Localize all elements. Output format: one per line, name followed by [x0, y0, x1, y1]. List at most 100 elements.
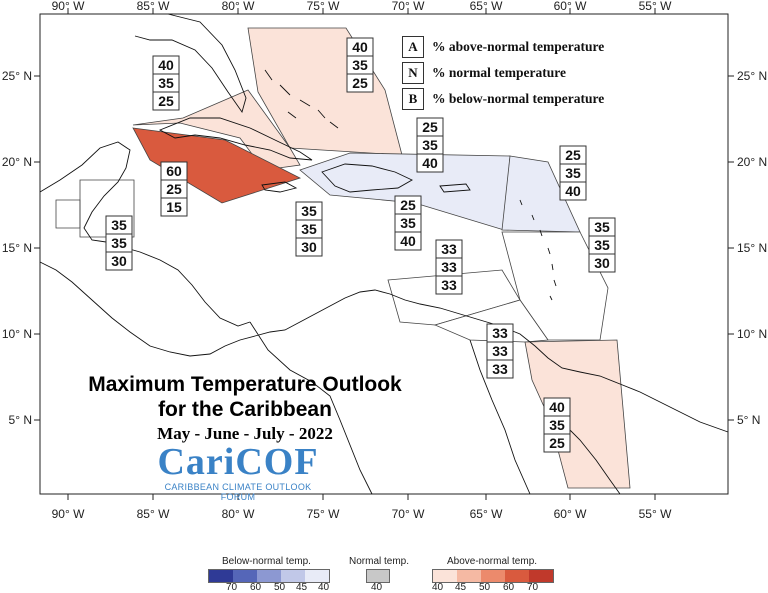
above-value: 35 — [301, 203, 317, 219]
lat-labels-right: 25° N 20° N 15° N 10° N 5° N — [737, 69, 767, 427]
legend-cell — [457, 570, 481, 582]
above-value: 40 — [158, 57, 174, 73]
normal-value: 33 — [492, 343, 508, 359]
legend-value: 40 — [432, 582, 444, 593]
forecast-box-greater-antilles-south: 25 35 40 — [394, 195, 422, 251]
above-value: 40 — [549, 399, 565, 415]
title-line-1: Maximum Temperature Outlook — [88, 373, 402, 396]
title-dates: May - June - July - 2022 — [157, 424, 333, 443]
forecast-box-windward: 35 35 30 — [588, 217, 616, 273]
normal-value: 35 — [594, 237, 610, 253]
lat-label: 25° N — [737, 69, 767, 83]
legend-value: 70 — [527, 582, 539, 593]
above-value: 35 — [594, 219, 610, 235]
region-cayman — [132, 127, 302, 204]
forecast-box-belize: 35 35 30 — [105, 215, 133, 271]
legend-value: 70 — [226, 582, 238, 593]
region-guianas — [524, 339, 631, 489]
legend-cell — [305, 570, 329, 582]
caricof-logo: CariCOF CARIBBEAN CLIMATE OUTLOOK FORUM — [148, 442, 328, 502]
normal-value: 35 — [422, 137, 438, 153]
legend-value: 45 — [296, 582, 308, 593]
below-value: 30 — [594, 255, 610, 271]
normal-value: 35 — [565, 165, 581, 181]
above-value: 40 — [352, 39, 368, 55]
normal-value: 35 — [549, 417, 565, 433]
lon-labels-top: 90° W 85° W 80° W 75° W 70° W 65° W 60° … — [52, 0, 672, 13]
legend-normal-bar — [366, 569, 390, 583]
map-title: Maximum Temperature Outlook for the Cari… — [60, 372, 430, 444]
lon-label: 80° W — [222, 0, 255, 13]
logo-subtitle: CARIBBEAN CLIMATE OUTLOOK FORUM — [164, 482, 312, 502]
lon-label: 55° W — [639, 507, 672, 521]
lat-label: 25° N — [2, 69, 32, 83]
axis-ticks — [34, 8, 734, 500]
lat-label: 20° N — [737, 155, 767, 169]
lon-label: 70° W — [392, 0, 425, 13]
normal-value: 35 — [158, 75, 174, 91]
lon-label: 85° W — [137, 0, 170, 13]
region-trinidad — [433, 299, 549, 343]
coastlines — [39, 13, 729, 495]
lon-label: 65° W — [470, 0, 503, 13]
below-value: 30 — [111, 253, 127, 269]
lat-label: 10° N — [2, 327, 32, 341]
below-value: 33 — [441, 277, 457, 293]
legend-cell — [367, 570, 389, 582]
lon-label: 70° W — [392, 507, 425, 521]
forecast-box-trinidad: 33 33 33 — [486, 323, 514, 379]
forecast-box-northwest: 40 35 25 — [152, 55, 180, 111]
forecast-box-abc: 33 33 33 — [435, 239, 463, 295]
key-letter-b: B — [402, 88, 424, 110]
logo-text: CariCOF — [157, 441, 319, 483]
legend-above-title: Above-normal temp. — [447, 556, 538, 567]
above-value: 25 — [400, 197, 416, 213]
legend-value: 45 — [455, 582, 467, 593]
legend-normal-title: Normal temp. — [349, 556, 410, 567]
above-value: 60 — [166, 163, 182, 179]
below-value: 15 — [166, 199, 182, 215]
key-text-normal: % normal temperature — [432, 65, 566, 80]
legend-below-bar — [208, 569, 330, 583]
below-value: 25 — [352, 75, 368, 91]
legend-cell — [529, 570, 553, 582]
above-value: 35 — [111, 217, 127, 233]
lon-label: 80° W — [222, 507, 255, 521]
legend-above-bar — [432, 569, 554, 583]
normal-value: 25 — [166, 181, 182, 197]
legend-cell — [505, 570, 529, 582]
legend-value: 50 — [274, 582, 286, 593]
lon-label: 55° W — [639, 0, 672, 13]
below-value: 30 — [301, 239, 317, 255]
legend-value: 40 — [371, 582, 383, 593]
region-northwest-cuba — [132, 89, 301, 171]
legend-cell — [281, 570, 305, 582]
legend-value: 40 — [318, 582, 330, 593]
above-value: 33 — [492, 325, 508, 341]
normal-value: 35 — [111, 235, 127, 251]
key-text-below: % below-normal temperature — [432, 91, 605, 106]
legend-cell — [433, 570, 457, 582]
forecast-box-bahamas: 40 35 25 — [346, 37, 374, 93]
lat-label: 10° N — [737, 327, 767, 341]
key-below: B % below-normal temperature — [402, 88, 604, 110]
forecast-box-greater-antilles-north: 25 35 40 — [416, 117, 444, 173]
legend-cell — [209, 570, 233, 582]
title-line-2: for the Caribbean — [158, 398, 332, 421]
below-value: 25 — [158, 93, 174, 109]
lon-labels-bottom: 90° W 85° W 80° W 75° W 70° W 65° W 60° … — [52, 507, 672, 521]
normal-value: 35 — [352, 57, 368, 73]
key-normal: N % normal temperature — [402, 62, 566, 84]
lon-label: 85° W — [137, 507, 170, 521]
below-value: 25 — [549, 435, 565, 451]
lon-label: 60° W — [554, 0, 587, 13]
below-value: 33 — [492, 361, 508, 377]
lon-label: 90° W — [52, 0, 85, 13]
legend-cell — [481, 570, 505, 582]
legend-value: 60 — [503, 582, 515, 593]
legend-cell — [233, 570, 257, 582]
forecast-box-guianas: 40 35 25 — [543, 397, 571, 453]
below-value: 40 — [565, 183, 581, 199]
forecast-box-jamaica: 35 35 30 — [295, 201, 323, 257]
